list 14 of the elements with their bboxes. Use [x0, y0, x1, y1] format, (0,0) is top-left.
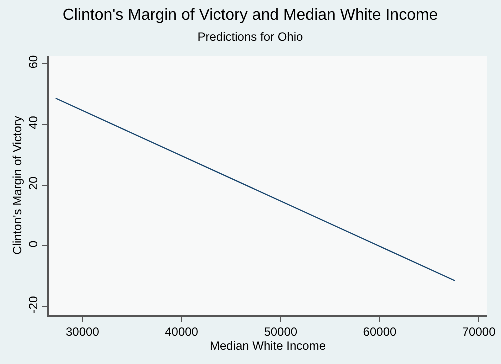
x-tick-label: 50000 [264, 325, 298, 340]
y-tick-label: 20 [26, 176, 40, 190]
y-tick-label: -20 [26, 296, 40, 314]
x-tick-label: 60000 [363, 325, 397, 340]
chart-title: Clinton's Margin of Victory and Median White Income [62, 7, 438, 24]
x-axis-title: Median White Income [210, 339, 326, 354]
x-tick-label: 40000 [165, 325, 199, 340]
y-tick-label: 0 [26, 240, 40, 248]
y-axis-title: Clinton's Margin of Victory [10, 116, 24, 255]
y-tick-label: 60 [26, 55, 40, 69]
x-tick-label: 70000 [462, 325, 496, 340]
y-tick-label: 40 [26, 116, 40, 130]
chart-subtitle: Predictions for Ohio [198, 30, 304, 44]
x-tick-label: 30000 [66, 325, 100, 340]
